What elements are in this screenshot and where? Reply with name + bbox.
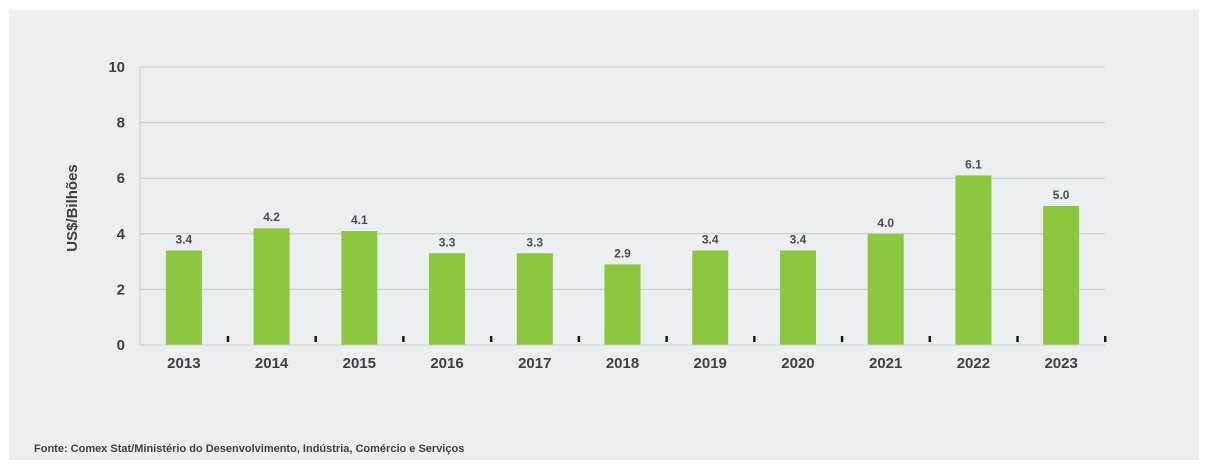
x-tick-mark — [226, 336, 230, 342]
bar — [867, 233, 904, 345]
bar — [516, 253, 553, 345]
x-tick-label: 2022 — [957, 355, 990, 372]
x-tick-label: 2018 — [606, 355, 639, 372]
x-tick-label: 2013 — [167, 355, 200, 372]
data-label: 4.0 — [877, 216, 894, 230]
bar — [779, 250, 816, 345]
x-tick-label: 2016 — [430, 355, 463, 372]
data-label: 3.3 — [439, 235, 456, 249]
x-tick-label: 2021 — [869, 355, 902, 372]
y-axis-ticks: 0 2 4 6 8 10 — [108, 59, 125, 354]
x-tick-mark — [489, 336, 493, 342]
data-label: 5.0 — [1053, 188, 1070, 202]
bar — [165, 250, 202, 345]
bar — [341, 231, 378, 345]
data-label: 4.2 — [263, 210, 280, 224]
x-tick-label: 2015 — [343, 355, 376, 372]
grid-lines — [139, 66, 1105, 345]
x-tick-mark — [314, 336, 317, 342]
y-tick-label: 2 — [117, 281, 125, 298]
x-tick-label: 2014 — [255, 355, 289, 372]
data-label: 3.4 — [790, 232, 807, 246]
bar — [429, 253, 466, 345]
x-tick-label: 2017 — [518, 355, 551, 372]
data-label: 3.4 — [702, 232, 719, 246]
y-tick-label: 0 — [117, 337, 125, 354]
chart-panel — [9, 10, 1199, 460]
bar — [1043, 206, 1080, 345]
x-tick-mark — [402, 336, 405, 342]
x-tick-mark — [928, 336, 932, 342]
x-tick-mark — [840, 336, 844, 342]
x-tick-mark — [1016, 336, 1019, 342]
x-tick-label: 2020 — [781, 355, 814, 372]
x-tick-mark — [665, 336, 668, 342]
y-tick-label: 8 — [117, 115, 125, 132]
bar — [604, 264, 641, 345]
y-tick-label: 6 — [117, 170, 125, 187]
y-tick-label: 10 — [108, 59, 125, 76]
x-tick-label: 2019 — [694, 355, 727, 372]
x-tick-mark — [1104, 336, 1107, 342]
data-label: 4.1 — [351, 213, 368, 227]
y-tick-label: 4 — [117, 226, 126, 243]
data-label: 3.4 — [176, 232, 193, 246]
bar — [955, 175, 992, 345]
bar — [253, 228, 290, 345]
data-label: 2.9 — [614, 246, 631, 260]
data-label: 6.1 — [965, 157, 982, 171]
x-tick-label: 2023 — [1044, 355, 1077, 372]
bar — [692, 250, 729, 345]
bars: 3.4 4.2 4.1 3.3 3.3 2.9 3.4 3.4 4.0 6.1 5.0 — [165, 157, 1080, 345]
data-label: 3.3 — [526, 235, 543, 249]
source-note: Fonte: Comex Stat/Ministério do Desenvol… — [34, 443, 465, 455]
x-tick-mark — [753, 336, 756, 342]
y-axis-label: US$/Bilhões — [64, 164, 81, 252]
x-axis: 2013 2014 2015 2016 2017 2018 2019 2020 2021 2022… — [140, 336, 1107, 372]
x-tick-mark — [577, 336, 581, 342]
